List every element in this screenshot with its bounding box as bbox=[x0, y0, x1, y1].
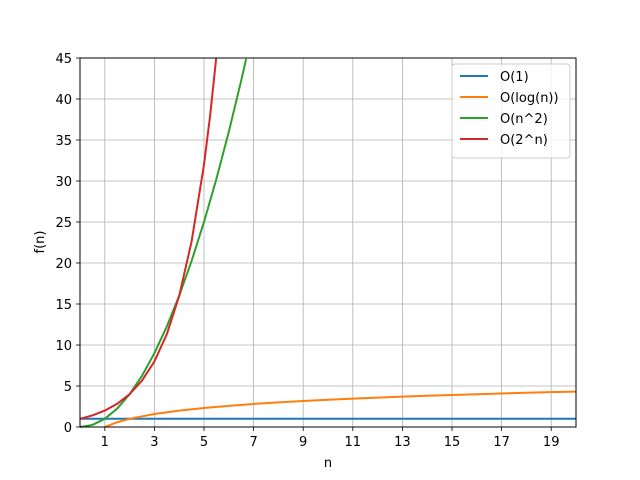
y-tick-label: 15 bbox=[55, 298, 72, 313]
legend-label: O(1) bbox=[500, 70, 529, 85]
series-line-4 bbox=[79, 58, 218, 420]
x-tick-label: 3 bbox=[150, 435, 158, 450]
legend-label: O(n^2) bbox=[500, 112, 548, 127]
y-tick-label: 40 bbox=[55, 93, 72, 108]
series-layer bbox=[79, 58, 577, 428]
series-line-3 bbox=[79, 58, 248, 428]
x-tick-label: 1 bbox=[101, 435, 109, 450]
y-tick-label: 25 bbox=[55, 216, 72, 231]
y-tick-label: 45 bbox=[55, 52, 72, 67]
plot-frame bbox=[79, 57, 577, 428]
x-tick-label: 9 bbox=[299, 435, 307, 450]
x-tick-label: 19 bbox=[543, 435, 560, 450]
y-tick-label: 30 bbox=[55, 175, 72, 190]
legend-label: O(log(n)) bbox=[500, 91, 559, 106]
grid-lines bbox=[80, 57, 576, 428]
y-tick-label: 5 bbox=[64, 380, 72, 395]
x-tick-label: 15 bbox=[444, 435, 461, 450]
y-tick-label: 10 bbox=[55, 339, 72, 354]
x-tick-label: 13 bbox=[394, 435, 411, 450]
y-tick-label: 0 bbox=[64, 421, 72, 436]
x-tick-label: 5 bbox=[200, 435, 208, 450]
legend-label: O(2^n) bbox=[500, 133, 548, 148]
x-tick-label: 17 bbox=[493, 435, 510, 450]
y-tick-label: 20 bbox=[55, 257, 72, 272]
y-axis-label: f(n) bbox=[33, 231, 48, 254]
legend: O(1) O(log(n)) O(n^2) O(2^n) bbox=[451, 63, 571, 159]
series-line-2 bbox=[104, 390, 577, 428]
legend-box bbox=[451, 63, 571, 159]
y-tick-label: 35 bbox=[55, 134, 72, 149]
x-axis-label: n bbox=[324, 456, 332, 471]
x-tick-label: 7 bbox=[249, 435, 257, 450]
x-tick-label: 11 bbox=[345, 435, 362, 450]
